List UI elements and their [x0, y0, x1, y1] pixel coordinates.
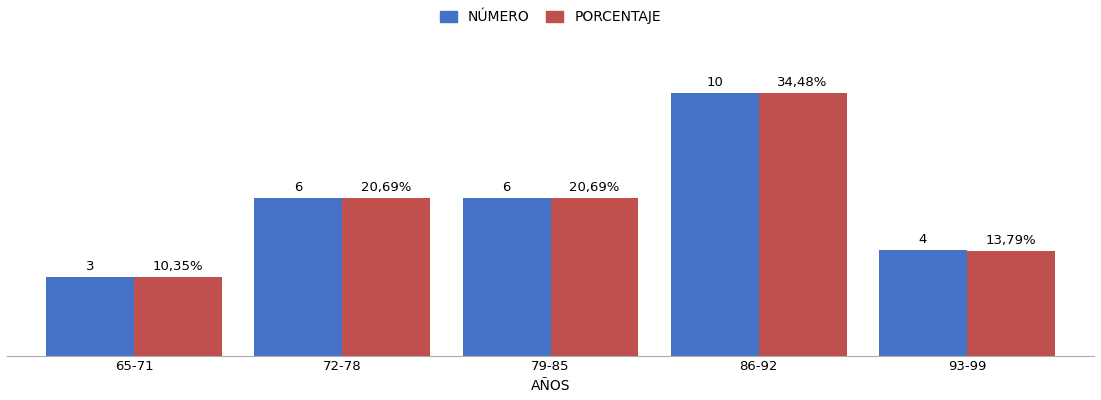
Text: 4: 4 [918, 234, 927, 246]
Text: 6: 6 [502, 181, 511, 194]
Bar [462, 198, 550, 356]
Bar [550, 198, 639, 356]
Bar [759, 93, 847, 356]
Text: 10,35%: 10,35% [153, 260, 204, 273]
Bar [342, 198, 430, 356]
Bar [967, 250, 1055, 356]
Bar [254, 198, 342, 356]
Bar [134, 277, 222, 356]
Text: 6: 6 [294, 181, 303, 194]
Bar [46, 277, 134, 356]
Bar [671, 93, 759, 356]
Text: 10: 10 [706, 76, 723, 89]
X-axis label: AÑOS: AÑOS [531, 379, 570, 393]
Text: 20,69%: 20,69% [569, 181, 620, 194]
Text: 34,48%: 34,48% [777, 76, 828, 89]
Text: 3: 3 [86, 260, 95, 273]
Bar [879, 250, 967, 356]
Legend: NÚMERO, PORCENTAJE: NÚMERO, PORCENTAJE [436, 6, 665, 28]
Text: 20,69%: 20,69% [361, 181, 412, 194]
Text: 13,79%: 13,79% [985, 234, 1036, 246]
